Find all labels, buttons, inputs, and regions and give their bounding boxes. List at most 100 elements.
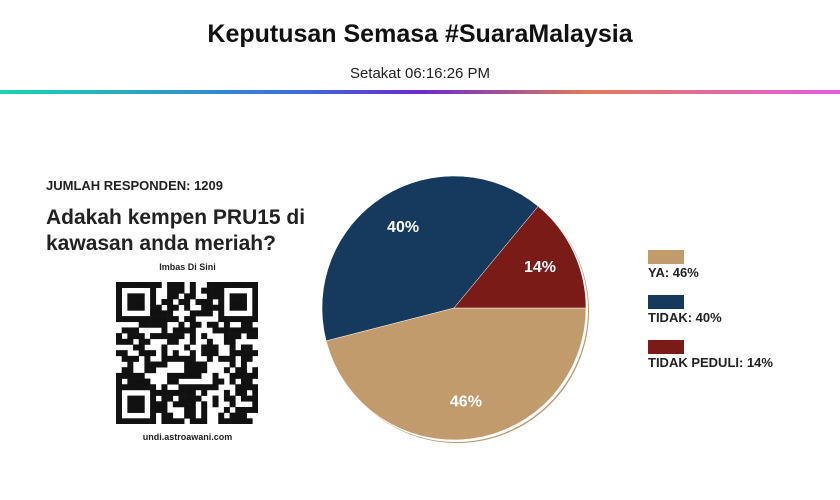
qr-cell bbox=[127, 401, 134, 408]
qr-cell bbox=[195, 367, 202, 374]
qr-cell bbox=[229, 293, 236, 300]
qr-cell bbox=[155, 406, 162, 413]
qr-cell bbox=[201, 350, 208, 357]
qr-cell bbox=[229, 412, 236, 419]
qr-cell bbox=[212, 372, 219, 379]
pie-slice bbox=[453, 205, 587, 309]
qr-cell bbox=[189, 338, 196, 345]
qr-cell bbox=[127, 316, 134, 323]
qr-cell bbox=[206, 350, 213, 357]
qr-cell bbox=[138, 321, 145, 328]
qr-cell bbox=[127, 293, 134, 300]
qr-cell bbox=[252, 372, 258, 379]
qr-cell bbox=[223, 333, 230, 340]
qr-cell bbox=[121, 384, 128, 391]
qr-cell bbox=[161, 355, 168, 362]
qr-cell bbox=[167, 338, 174, 345]
qr-cell bbox=[127, 395, 134, 402]
qr-cell bbox=[178, 389, 185, 396]
qr-cell bbox=[116, 401, 122, 408]
qr-cell bbox=[240, 418, 247, 424]
qr-cell bbox=[161, 412, 168, 419]
qr-cell bbox=[189, 384, 196, 391]
qr-cell bbox=[133, 372, 140, 379]
qr-cell bbox=[189, 406, 196, 413]
qr-cell bbox=[240, 282, 247, 288]
qr-cell bbox=[172, 293, 179, 300]
qr-cell bbox=[246, 327, 253, 334]
qr-cell bbox=[235, 418, 242, 424]
qr-cell bbox=[184, 299, 191, 306]
qr-cell bbox=[167, 418, 174, 424]
qr-cell bbox=[218, 293, 225, 300]
qr-cell bbox=[246, 378, 253, 385]
legend-swatch bbox=[648, 340, 684, 354]
qr-cell bbox=[229, 344, 236, 351]
qr-cell bbox=[116, 350, 122, 357]
qr-cell bbox=[133, 344, 140, 351]
pie-slice bbox=[325, 307, 587, 441]
qr-cell bbox=[218, 316, 225, 323]
qr-cell bbox=[212, 384, 219, 391]
qr-cell bbox=[133, 304, 140, 311]
qr-cell bbox=[138, 395, 145, 402]
qr-cell bbox=[150, 406, 157, 413]
qr-cell bbox=[201, 384, 208, 391]
qr-cell bbox=[155, 310, 162, 317]
qr-cell bbox=[127, 355, 134, 362]
qr-cell bbox=[184, 372, 191, 379]
qr-cell bbox=[212, 344, 219, 351]
qr-cell bbox=[144, 316, 151, 323]
qr-cell bbox=[167, 282, 174, 288]
qr-cell bbox=[206, 384, 213, 391]
qr-cell bbox=[223, 406, 230, 413]
qr-cell bbox=[167, 316, 174, 323]
qr-cell bbox=[218, 378, 225, 385]
qr-cell bbox=[150, 310, 157, 317]
qr-cell bbox=[189, 389, 196, 396]
qr-cell bbox=[184, 327, 191, 334]
qr-cell bbox=[172, 333, 179, 340]
qr-cell bbox=[121, 355, 128, 362]
qr-cell bbox=[178, 321, 185, 328]
qr-cell bbox=[155, 401, 162, 408]
qr-cell bbox=[116, 333, 122, 340]
qr-cell bbox=[246, 384, 253, 391]
qr-cell bbox=[201, 406, 208, 413]
qr-cell bbox=[116, 406, 122, 413]
qr-cell bbox=[155, 389, 162, 396]
qr-cell bbox=[133, 299, 140, 306]
qr-cell bbox=[178, 401, 185, 408]
qr-cell bbox=[229, 333, 236, 340]
qr-cell bbox=[229, 327, 236, 334]
qr-cell bbox=[172, 282, 179, 288]
qr-cell bbox=[252, 316, 258, 323]
qr-cell bbox=[235, 316, 242, 323]
qr-cell bbox=[252, 333, 258, 340]
gradient-divider bbox=[0, 90, 840, 94]
qr-cell bbox=[201, 401, 208, 408]
qr-cell bbox=[184, 384, 191, 391]
qr-cell bbox=[229, 372, 236, 379]
qr-cell bbox=[212, 321, 219, 328]
qr-cell bbox=[223, 338, 230, 345]
qr-cell bbox=[116, 282, 122, 288]
qr-cell bbox=[116, 378, 122, 385]
qr-cell bbox=[201, 344, 208, 351]
qr-cell bbox=[184, 361, 191, 368]
qr-cell bbox=[127, 333, 134, 340]
qr-cell bbox=[121, 316, 128, 323]
qr-cell bbox=[138, 384, 145, 391]
qr-cell bbox=[189, 287, 196, 294]
qr-cell bbox=[184, 316, 191, 323]
qr-cell bbox=[252, 287, 258, 294]
qr-cell bbox=[240, 395, 247, 402]
qr-cell bbox=[235, 299, 242, 306]
qr-cell bbox=[189, 412, 196, 419]
qr-cell bbox=[223, 418, 230, 424]
qr-cell bbox=[246, 418, 253, 424]
qr-cell bbox=[138, 344, 145, 351]
qr-cell bbox=[150, 367, 157, 374]
qr-cell bbox=[155, 321, 162, 328]
